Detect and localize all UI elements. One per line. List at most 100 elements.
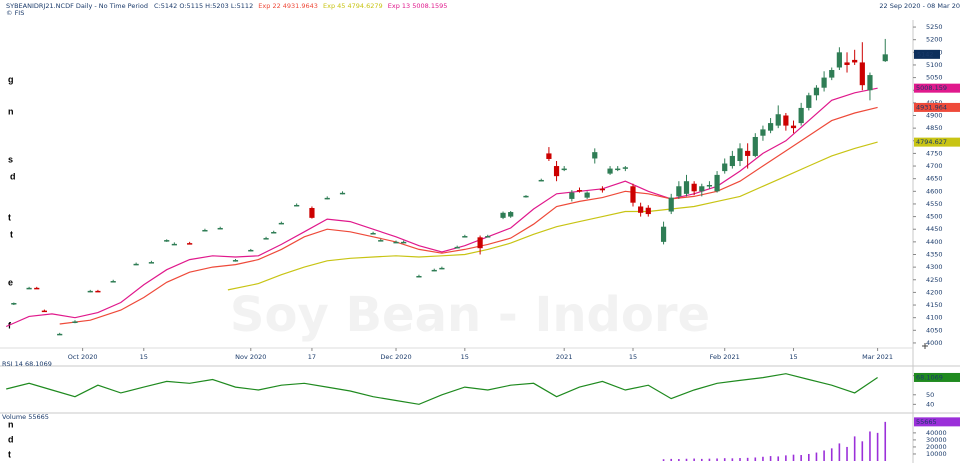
candle-body <box>523 195 529 198</box>
volume-bar <box>723 458 726 461</box>
x-tick-label: 17 <box>308 353 316 361</box>
volume-bar <box>838 443 841 461</box>
y-tick-label: 4850 <box>926 124 943 132</box>
candle-body <box>576 190 583 192</box>
candle-body <box>439 267 445 270</box>
candle-body <box>745 150 751 156</box>
candle-body <box>294 204 300 207</box>
candle-body <box>790 125 797 129</box>
y-tick-label: 4500 <box>926 213 943 221</box>
candle-body <box>87 290 93 293</box>
candle-body <box>760 129 766 136</box>
side-fragment: t <box>8 212 11 222</box>
rsi-label: RSI 14 68.1069 <box>2 360 52 368</box>
price-tag: 5142 <box>917 50 934 58</box>
candle-body <box>202 229 208 232</box>
candle-body <box>699 186 705 192</box>
candle-body <box>630 186 636 203</box>
side-fragment: d <box>10 171 16 181</box>
y-tick-label: 4250 <box>926 276 943 284</box>
candle-body <box>569 192 575 199</box>
volume-bar <box>662 459 665 461</box>
ema-tag-bg <box>914 83 960 93</box>
x-tick-label: 15 <box>461 353 469 361</box>
candle-body <box>813 87 820 96</box>
side-fragment: e <box>8 277 13 287</box>
y-tick-label: 4200 <box>926 288 943 296</box>
candle-body <box>57 333 63 336</box>
volume-bar <box>869 431 871 461</box>
volume-bar <box>746 457 749 461</box>
candle-body <box>339 192 346 195</box>
y-tick-label: 4750 <box>926 149 943 157</box>
volume-tick-label: 10000 <box>926 450 947 458</box>
y-tick-label: 4100 <box>926 314 943 322</box>
ema-tag-bg <box>914 102 960 112</box>
candle-body <box>232 260 239 262</box>
side-fragment: g <box>8 74 14 84</box>
candle-body <box>622 167 628 169</box>
candle-body <box>248 249 254 252</box>
volume-tag: 55665 <box>916 418 937 426</box>
price-tag-bg <box>914 49 940 59</box>
candle-body <box>844 62 850 65</box>
volume-bar <box>785 455 787 461</box>
candle-body <box>393 241 399 244</box>
y-tick-label: 5050 <box>926 74 943 82</box>
y-tick-label: 4050 <box>926 326 943 334</box>
volume-bar <box>861 441 864 461</box>
volume-bar <box>685 458 688 461</box>
candle-body <box>737 148 743 161</box>
volume-bar <box>846 446 848 461</box>
ema-tag-bg <box>914 137 960 147</box>
candle-body <box>187 243 193 245</box>
volume-bar <box>808 453 810 461</box>
candle-body <box>798 107 804 124</box>
side-fragment: t <box>10 229 13 239</box>
header-source: © FIS <box>6 9 24 17</box>
volume-tick-label: 30000 <box>926 436 947 444</box>
header-ema45: Exp 45 4794.6279 <box>323 2 383 10</box>
candle-body <box>378 240 384 242</box>
candle-body <box>714 174 720 192</box>
ema-tag: 5008.159 <box>916 84 947 92</box>
volume-bar <box>678 459 680 461</box>
volume-bar <box>700 458 703 461</box>
rsi-line <box>6 373 878 405</box>
candle-body <box>401 241 407 244</box>
candle-body <box>171 243 177 246</box>
y-tick-label: 5200 <box>926 36 943 44</box>
rsi-tag-bg <box>914 372 960 382</box>
y-tick-label: 4600 <box>926 187 943 195</box>
volume-bar <box>708 458 711 461</box>
candle-body <box>683 181 690 194</box>
candle-body <box>41 310 47 313</box>
volume-bar <box>769 456 772 461</box>
candle-body <box>133 263 139 266</box>
volume-tick-label: 40000 <box>926 429 947 437</box>
candle-body <box>164 240 170 242</box>
rsi-tick-label: 40 <box>926 400 934 408</box>
candle-body <box>271 232 277 234</box>
candle-body <box>821 77 827 88</box>
candle-body <box>584 192 590 198</box>
crosshair-icon <box>922 343 928 349</box>
y-tick-label: 4950 <box>926 99 943 107</box>
header-range: 22 Sep 2020 - 08 Mar 20 <box>879 2 960 10</box>
candle-body <box>783 115 789 126</box>
candle-body <box>370 233 376 235</box>
candle-body <box>660 226 667 242</box>
ema-line <box>59 106 878 325</box>
volume-bar <box>823 450 825 461</box>
side-fragment: n <box>8 106 14 116</box>
volume-bar <box>731 458 734 461</box>
candle-body <box>485 236 491 238</box>
candle-body <box>882 54 888 62</box>
x-tick-label: Oct 2020 <box>68 353 98 361</box>
y-tick-label: 4900 <box>926 112 943 120</box>
ema-tag: 4794.627 <box>916 138 947 146</box>
y-tick-label: 4400 <box>926 238 943 246</box>
candle-body <box>852 59 858 63</box>
volume-tick-label: 20000 <box>926 443 947 451</box>
candle-body <box>324 197 330 200</box>
